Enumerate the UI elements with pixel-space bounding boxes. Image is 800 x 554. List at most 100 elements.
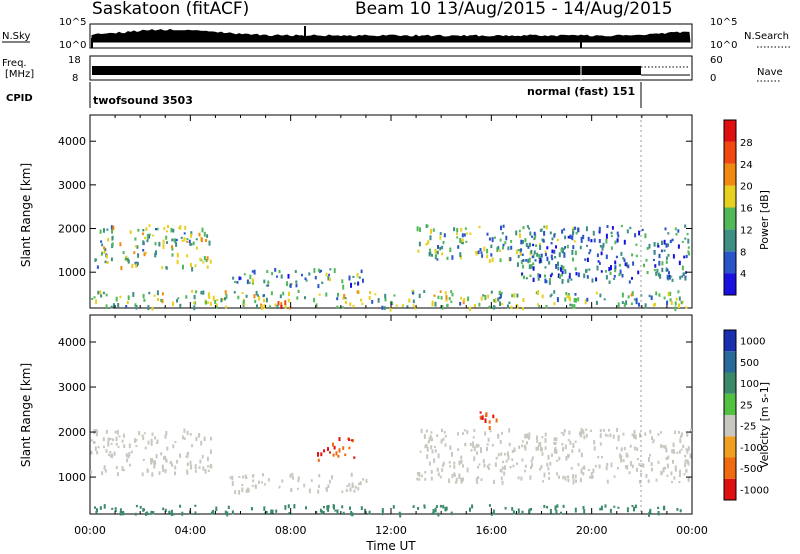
echo-cell — [532, 277, 535, 282]
echo-cell — [216, 306, 218, 309]
echo-cell — [148, 233, 151, 236]
echo-cell — [582, 234, 585, 240]
echo-cell — [119, 508, 122, 514]
echo-cell — [666, 463, 669, 469]
echo-cell — [131, 263, 134, 269]
echo-cell — [533, 237, 536, 241]
echo-cell — [111, 507, 114, 510]
echo-cell — [583, 273, 586, 279]
echo-cell — [323, 506, 325, 509]
echo-cell — [500, 225, 502, 231]
echo-cell — [270, 509, 273, 514]
echo-cell — [499, 294, 502, 299]
echo-cell — [473, 429, 476, 432]
echo-cell — [198, 466, 201, 469]
echo-cell — [150, 440, 153, 446]
echo-cell — [626, 507, 629, 513]
echo-cell — [572, 232, 574, 236]
echo-cell — [170, 461, 172, 465]
echo-cell — [166, 446, 169, 451]
echo-cell — [507, 456, 510, 460]
echo-cell — [301, 273, 303, 277]
echo-cell — [516, 304, 519, 310]
echo-cell — [522, 240, 524, 244]
echo-cell — [229, 476, 232, 479]
echo-cell — [423, 506, 426, 509]
echo-cell — [632, 261, 635, 266]
echo-cell — [434, 449, 437, 453]
echo-cell — [563, 253, 566, 258]
echo-cell — [348, 438, 351, 441]
echo-cell — [511, 458, 514, 461]
echo-cell — [578, 431, 581, 436]
echo-cell — [289, 283, 292, 288]
echo-cell — [517, 254, 520, 259]
echo-cell — [475, 443, 478, 448]
echo-cell — [200, 259, 203, 262]
echo-cell — [466, 467, 469, 473]
echo-cell — [439, 232, 442, 235]
echo-cell — [275, 509, 278, 513]
echo-cell — [529, 231, 532, 236]
echo-cell — [571, 449, 574, 453]
echo-cell — [674, 465, 677, 471]
echo-cell — [437, 472, 440, 477]
echo-cell — [200, 291, 203, 295]
echo-cell — [418, 478, 421, 481]
echo-cell — [528, 432, 531, 435]
echo-cell — [595, 291, 598, 295]
velocity-swatch — [724, 436, 736, 458]
echo-cell — [606, 434, 609, 437]
echo-cell — [147, 440, 150, 445]
echo-cell — [549, 274, 552, 278]
echo-cell — [103, 228, 105, 233]
echo-cell — [94, 446, 97, 451]
echo-cell — [580, 452, 583, 458]
echo-cell — [608, 428, 610, 432]
echo-cell — [610, 231, 613, 235]
echo-cell — [527, 258, 530, 264]
echo-cell — [631, 505, 634, 508]
echo-cell — [499, 258, 502, 263]
echo-cell — [291, 476, 294, 480]
echo-cell — [478, 302, 481, 307]
echo-cell — [558, 456, 561, 461]
echo-cell — [457, 245, 460, 249]
echo-cell — [244, 474, 247, 479]
echo-cell — [190, 464, 193, 470]
echo-cell — [308, 272, 311, 276]
echo-cell — [456, 236, 459, 239]
echo-cell — [95, 258, 98, 261]
echo-cell — [511, 507, 514, 511]
echo-cell — [566, 244, 569, 249]
echo-cell — [520, 259, 523, 265]
freq-strip — [89, 55, 693, 81]
echo-cell — [679, 509, 682, 513]
echo-cell — [354, 485, 357, 489]
echo-cell — [100, 294, 103, 298]
echo-cell — [443, 431, 446, 434]
echo-cell — [669, 291, 672, 296]
echo-cell — [513, 447, 516, 452]
echo-cell — [162, 507, 165, 511]
echo-cell — [353, 489, 356, 493]
echo-cell — [171, 245, 173, 249]
echo-cell — [673, 476, 676, 480]
echo-cell — [110, 257, 113, 262]
echo-cell — [151, 472, 154, 477]
echo-cell — [148, 291, 151, 295]
echo-cell — [351, 482, 354, 488]
echo-cell — [151, 458, 154, 463]
echo-cell — [442, 438, 445, 441]
echo-cell — [383, 306, 386, 310]
nsky-tick-bottom: 10^0 — [59, 40, 86, 51]
echo-cell — [436, 250, 439, 255]
echo-cell — [177, 297, 180, 300]
echo-cell — [635, 297, 638, 302]
echo-cell — [671, 278, 674, 282]
echo-cell — [171, 463, 174, 467]
echo-cell — [96, 430, 99, 434]
echo-cell — [271, 509, 274, 514]
power-colorbar-tick: 12 — [740, 225, 753, 236]
